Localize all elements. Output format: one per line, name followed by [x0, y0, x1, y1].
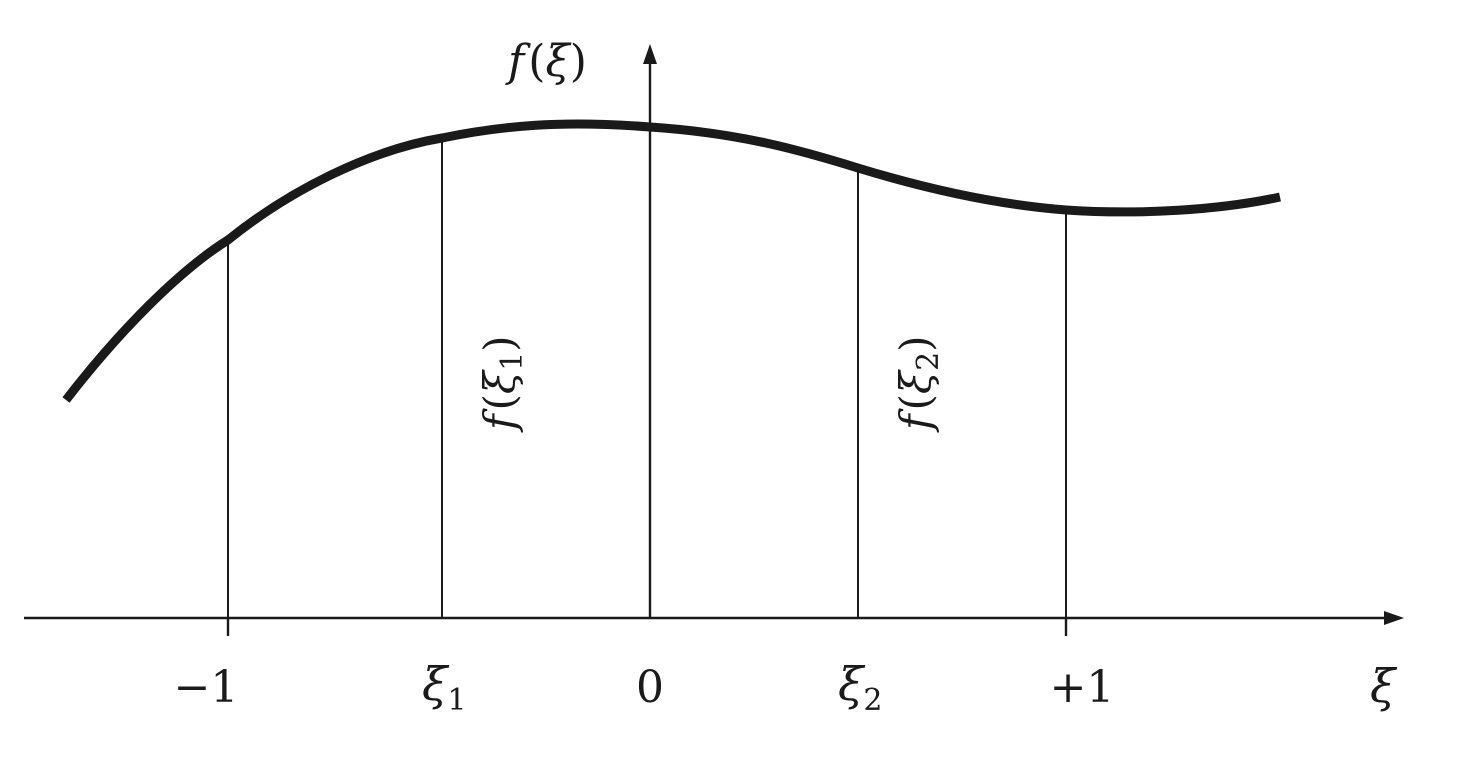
x-axis-label: ξ — [1370, 659, 1398, 713]
y-axis-arrowhead — [643, 44, 657, 64]
ord1-sub: 1 — [495, 352, 530, 371]
y-label-func: f — [505, 36, 531, 87]
ord2-func: f — [891, 408, 940, 433]
ord2-close: ) — [891, 335, 940, 351]
ordinate-label-f-xi1: f(ξ1) — [475, 335, 530, 433]
tick-xi1-sub: 1 — [447, 683, 466, 718]
ord2-var: ξ — [891, 369, 940, 394]
ord2-sub: 2 — [911, 352, 946, 371]
tick-label-xi1: ξ1 — [422, 657, 466, 718]
function-curve — [62, 119, 1281, 403]
x-axis-arrowhead — [1384, 611, 1404, 625]
tick-xi2-var: ξ — [838, 657, 866, 711]
ord2-open: ( — [891, 394, 940, 410]
ord1-var: ξ — [475, 369, 524, 394]
tick-label-zero: 0 — [636, 662, 664, 713]
y-axis-label: f(ξ) — [505, 36, 587, 87]
ord1-open: ( — [475, 394, 524, 410]
y-label-var: ξ — [545, 36, 572, 87]
tick-xi2-sub: 2 — [863, 683, 882, 718]
ordinate-label-f-xi2: f(ξ2) — [891, 335, 946, 433]
tick-label-plus-one: +1 — [1050, 662, 1115, 713]
y-label-close: ) — [570, 36, 587, 87]
y-label-open: ( — [528, 36, 545, 87]
ord1-close: ) — [475, 335, 524, 351]
ord1-func: f — [475, 408, 524, 433]
tick-label-xi2: ξ2 — [838, 657, 882, 718]
tick-label-minus-one: −1 — [174, 662, 239, 713]
tick-xi1-var: ξ — [422, 657, 450, 711]
